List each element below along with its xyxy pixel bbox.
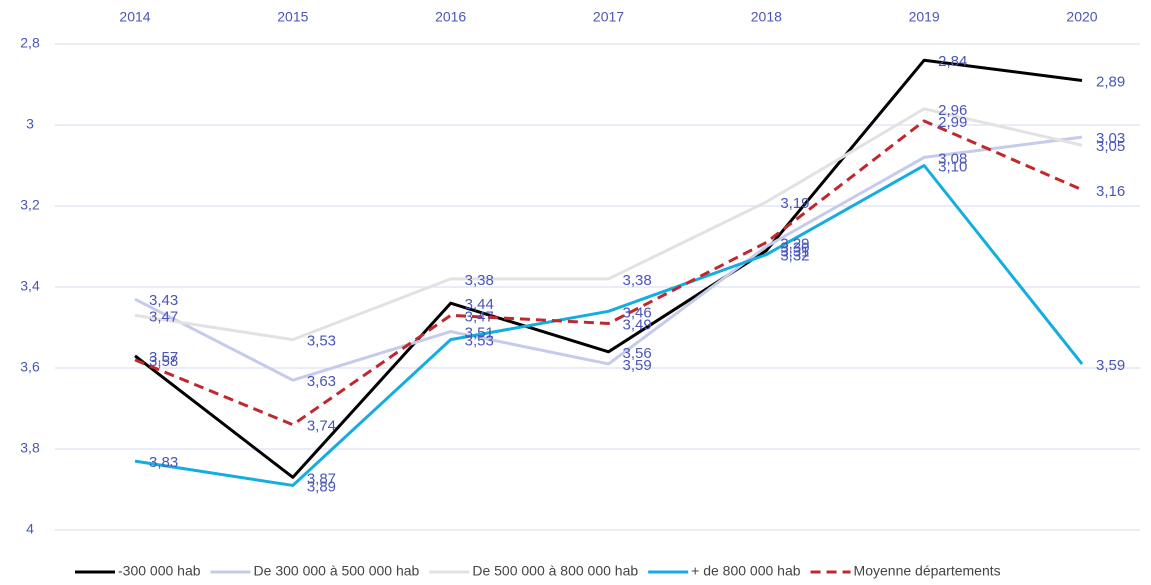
data-label: 3,43 (149, 292, 178, 309)
data-label: 3,19 (780, 195, 809, 212)
data-label: 2,84 (938, 53, 967, 70)
x-tick-label: 2020 (1066, 9, 1097, 25)
data-label: 3,46 (623, 304, 652, 321)
y-tick-label: 3,8 (20, 440, 40, 456)
series-line (134, 58, 1083, 479)
x-tick-label: 2015 (277, 9, 308, 25)
x-tick-label: 2016 (435, 9, 466, 25)
data-label: 3,49 (623, 316, 652, 333)
data-label: 3,74 (307, 418, 336, 435)
data-label: 3,47 (149, 308, 178, 325)
data-label: 3,05 (1096, 138, 1125, 155)
data-label: 3,56 (623, 345, 652, 362)
y-tick-label: 3,2 (20, 197, 40, 213)
data-label: 3,53 (307, 333, 336, 350)
legend-label: De 300 000 à 500 000 hab (254, 563, 420, 579)
data-label: 3,16 (1096, 183, 1125, 200)
data-label: 3,51 (465, 325, 494, 342)
x-tick-label: 2018 (751, 9, 782, 25)
x-tick-label: 2017 (593, 9, 624, 25)
data-label: 3,32 (780, 248, 809, 265)
data-label: 2,99 (938, 114, 967, 131)
data-label: 3,53 (465, 333, 494, 350)
data-label: 3,29 (780, 235, 809, 252)
series-line (134, 135, 1083, 382)
y-tick-label: 3,4 (20, 278, 40, 294)
data-label: 3,58 (149, 353, 178, 370)
data-label: 2,96 (938, 102, 967, 119)
legend-label: -300 000 hab (118, 563, 201, 579)
data-label: 3,59 (623, 357, 652, 374)
y-tick-label: 4 (26, 521, 34, 537)
x-tick-label: 2019 (909, 9, 940, 25)
data-label: 3,59 (1096, 357, 1125, 374)
data-label: 2,89 (1096, 73, 1125, 90)
data-label: 3,47 (465, 308, 494, 325)
data-label: 3,57 (149, 349, 178, 366)
series-line (134, 164, 1084, 487)
legend: -300 000 hab De 300 000 à 500 000 hab De 5… (75, 563, 1001, 579)
data-label: 3,38 (623, 272, 652, 289)
data-label: 3,87 (307, 470, 336, 487)
data-label: 3,63 (307, 373, 336, 390)
legend-label: De 500 000 à 800 000 hab (472, 563, 638, 579)
data-label: 3,03 (1096, 130, 1125, 147)
y-tick-label: 3,6 (20, 359, 40, 375)
data-label: 3,30 (780, 239, 809, 256)
series-line (134, 119, 1083, 427)
data-label: 3,31 (780, 244, 809, 261)
y-tick-label: 2,8 (20, 35, 40, 51)
legend-label: Moyenne départements (854, 563, 1001, 579)
data-label: 3,83 (149, 454, 178, 471)
y-tick-label: 3 (26, 116, 34, 132)
series-line (134, 107, 1083, 342)
data-label: 3,44 (465, 296, 494, 313)
data-label: 3,10 (938, 158, 967, 175)
data-label: 3,89 (307, 478, 336, 495)
legend-label: + de 800 000 hab (691, 563, 801, 579)
x-tick-label: 2014 (119, 9, 150, 25)
data-label: 3,38 (465, 272, 494, 289)
data-label: 3,08 (938, 150, 967, 167)
